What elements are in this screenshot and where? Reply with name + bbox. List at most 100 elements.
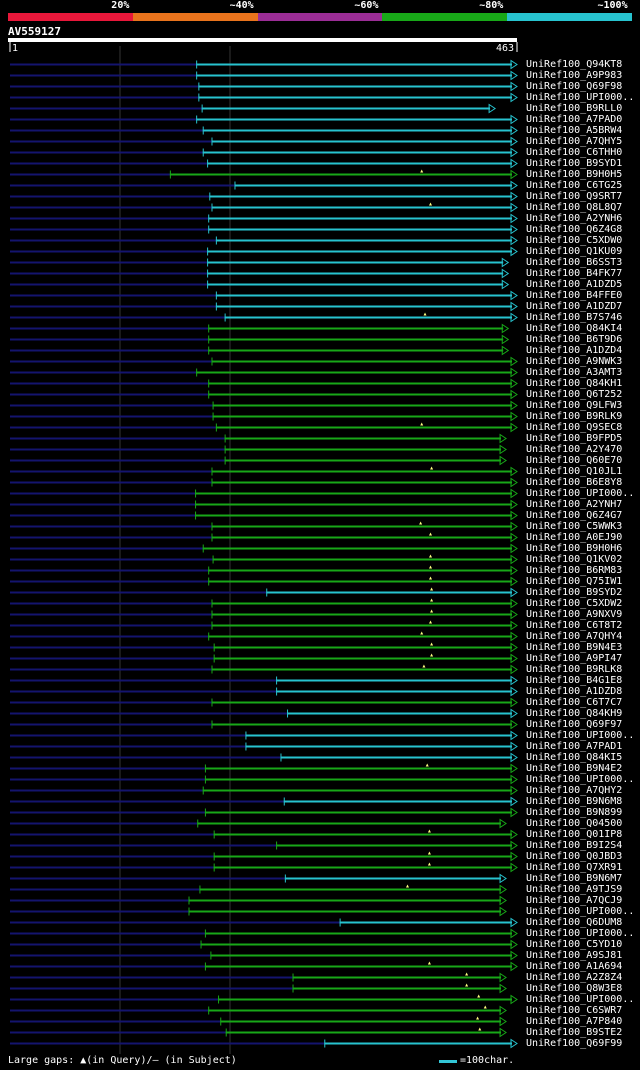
alignment-arrow (510, 653, 518, 664)
hit-label[interactable]: UniRef100_Q1KV02 (526, 553, 623, 565)
hit-label[interactable]: UniRef100_Q69F99 (526, 1037, 623, 1049)
hit-label[interactable]: UniRef100_C6SWR7 (526, 1004, 623, 1016)
hit-label[interactable]: UniRef100_A1DZD4 (526, 344, 623, 356)
hit-label[interactable]: UniRef100_B9SYD2 (526, 586, 623, 598)
query-gap-marker (476, 1016, 480, 1020)
hit-label[interactable]: UniRef100_Q84KH9 (526, 707, 623, 719)
hit-label[interactable]: UniRef100_Q60E70 (526, 454, 623, 466)
hit-label[interactable]: UniRef100_B9N899 (526, 806, 623, 818)
hit-label[interactable]: UniRef100_Q84KI5 (526, 751, 623, 763)
hit-label[interactable]: UniRef100_C6T7C7 (526, 696, 623, 708)
hit-label[interactable]: UniRef100_A7QHY4 (526, 630, 623, 642)
hit-label[interactable]: UniRef100_A7QHY2 (526, 784, 623, 796)
hit-label[interactable]: UniRef100_C5XDW0 (526, 234, 623, 246)
alignment-arrow (501, 334, 510, 345)
hit-label[interactable]: UniRef100_A7P840 (526, 1015, 623, 1027)
hit-label[interactable]: UniRef100_B9N4E3 (526, 641, 623, 653)
alignment-arrow (510, 202, 518, 213)
hit-label[interactable]: UniRef100_B6RM83 (526, 564, 623, 576)
hit-label[interactable]: UniRef100_A1DZD8 (526, 685, 623, 697)
query-gap-marker (419, 521, 423, 525)
hit-label[interactable]: UniRef100_C5YD10 (526, 938, 623, 950)
hit-label[interactable]: UniRef100_Q6T252 (526, 388, 623, 400)
hit-label[interactable]: UniRef100_A1DZD7 (526, 300, 623, 312)
hit-label[interactable]: UniRef100_B4G1E8 (526, 674, 623, 686)
hit-label[interactable]: UniRef100_Q0JBD3 (526, 850, 623, 862)
query-gap-marker (478, 1027, 482, 1031)
hit-label[interactable]: UniRef100_A7PAD0 (526, 113, 623, 125)
hit-label[interactable]: UniRef100_A5BRW4 (526, 124, 623, 136)
hit-label[interactable]: UniRef100_Q84KI4 (526, 322, 623, 334)
hit-label[interactable]: UniRef100_A2YNH7 (526, 498, 623, 510)
hit-label[interactable]: UniRef100_Q6Z4G8 (526, 223, 623, 235)
hit-label[interactable]: UniRef100_C6TG25 (526, 179, 623, 191)
hit-label[interactable]: UniRef100_A7PAD1 (526, 740, 623, 752)
hit-label[interactable]: UniRef100_Q9LFW3 (526, 399, 623, 411)
hit-label[interactable]: UniRef100_Q04500 (526, 817, 623, 829)
hit-label[interactable]: UniRef100_Q69F97 (526, 718, 623, 730)
hit-label[interactable]: UniRef100_B6E8Y8 (526, 476, 623, 488)
hit-label[interactable]: UniRef100_UPI000.. (526, 91, 635, 103)
hit-label[interactable]: UniRef100_B9H0H5 (526, 168, 623, 180)
hit-label[interactable]: UniRef100_C5XDW2 (526, 597, 623, 609)
hit-label[interactable]: UniRef100_A9P983 (526, 69, 623, 81)
hit-label[interactable]: UniRef100_B9I2S4 (526, 839, 623, 851)
hit-label[interactable]: UniRef100_Q01IP8 (526, 828, 623, 840)
hit-label[interactable]: UniRef100_Q1KU09 (526, 245, 623, 257)
hit-label[interactable]: UniRef100_Q9SEC8 (526, 421, 623, 433)
hit-label[interactable]: UniRef100_C6T8T2 (526, 619, 623, 631)
hit-label[interactable]: UniRef100_A3AMT3 (526, 366, 623, 378)
hit-label[interactable]: UniRef100_B9H0H6 (526, 542, 623, 554)
hit-label[interactable]: UniRef100_B7S746 (526, 311, 623, 323)
hit-label[interactable]: UniRef100_UPI000.. (526, 905, 635, 917)
hit-label[interactable]: UniRef100_A7QCJ9 (526, 894, 623, 906)
hit-label[interactable]: UniRef100_Q94KT8 (526, 58, 623, 70)
hit-label[interactable]: UniRef100_C5WWK3 (526, 520, 623, 532)
hit-label[interactable]: UniRef100_Q10JL1 (526, 465, 623, 477)
hit-label[interactable]: UniRef100_B9N4E2 (526, 762, 623, 774)
hit-label[interactable]: UniRef100_B9N6M7 (526, 872, 623, 884)
hit-label[interactable]: UniRef100_UPI000.. (526, 487, 635, 499)
hit-label[interactable]: UniRef100_B4FFE0 (526, 289, 623, 301)
hit-label[interactable]: UniRef100_A7QHY5 (526, 135, 623, 147)
hit-label[interactable]: UniRef100_A2Z8Z4 (526, 971, 623, 983)
hit-label[interactable]: UniRef100_B9STE2 (526, 1026, 623, 1038)
hit-label[interactable]: UniRef100_A0EJ90 (526, 531, 623, 543)
hit-label[interactable]: UniRef100_UPI000.. (526, 729, 635, 741)
hit-label[interactable]: UniRef100_B9RLK9 (526, 410, 623, 422)
hit-label[interactable]: UniRef100_B9N6M8 (526, 795, 623, 807)
hit-label[interactable]: UniRef100_Q8L8Q7 (526, 201, 623, 213)
hit-label[interactable]: UniRef100_A1A694 (526, 960, 623, 972)
hit-label[interactable]: UniRef100_B9RLK8 (526, 663, 623, 675)
query-gap-marker (430, 642, 434, 646)
hit-label[interactable]: UniRef100_B9FPD5 (526, 432, 623, 444)
hit-label[interactable]: UniRef100_Q75IW1 (526, 575, 623, 587)
hit-label[interactable]: UniRef100_A9NWK3 (526, 355, 623, 367)
hit-label[interactable]: UniRef100_C6THH0 (526, 146, 623, 158)
hit-label[interactable]: UniRef100_UPI000.. (526, 927, 635, 939)
hit-label[interactable]: UniRef100_A9PI47 (526, 652, 623, 664)
hit-label[interactable]: UniRef100_Q7XR91 (526, 861, 623, 873)
hit-label[interactable]: UniRef100_Q6Z4G7 (526, 509, 623, 521)
hit-label[interactable]: UniRef100_B6T9D6 (526, 333, 623, 345)
hit-label[interactable]: UniRef100_UPI000.. (526, 993, 635, 1005)
hit-label[interactable]: UniRef100_A2YNH6 (526, 212, 623, 224)
hit-label[interactable]: UniRef100_B4FK77 (526, 267, 623, 279)
hit-label[interactable]: UniRef100_A9SJ81 (526, 949, 623, 961)
hit-label[interactable]: UniRef100_Q6DUM8 (526, 916, 623, 928)
hit-label[interactable]: UniRef100_B6SST3 (526, 256, 623, 268)
hit-label[interactable]: UniRef100_Q69F98 (526, 80, 623, 92)
hit-label[interactable]: UniRef100_A2Y470 (526, 443, 623, 455)
hit-label[interactable]: UniRef100_Q84KH1 (526, 377, 623, 389)
alignment-arrow (510, 367, 518, 378)
hit-label[interactable]: UniRef100_Q9SRT7 (526, 190, 623, 202)
hit-label[interactable]: UniRef100_A9NXV9 (526, 608, 623, 620)
hit-label[interactable]: UniRef100_B9RLL0 (526, 102, 623, 114)
hit-label[interactable]: UniRef100_A1DZD5 (526, 278, 623, 290)
query-gap-marker (430, 466, 434, 470)
hit-label[interactable]: UniRef100_A9TJS9 (526, 883, 623, 895)
hit-label[interactable]: UniRef100_UPI000.. (526, 773, 635, 785)
hit-label[interactable]: UniRef100_B9SYD1 (526, 157, 623, 169)
hit-label[interactable]: UniRef100_Q8W3E8 (526, 982, 623, 994)
alignment-arrow (510, 939, 518, 950)
